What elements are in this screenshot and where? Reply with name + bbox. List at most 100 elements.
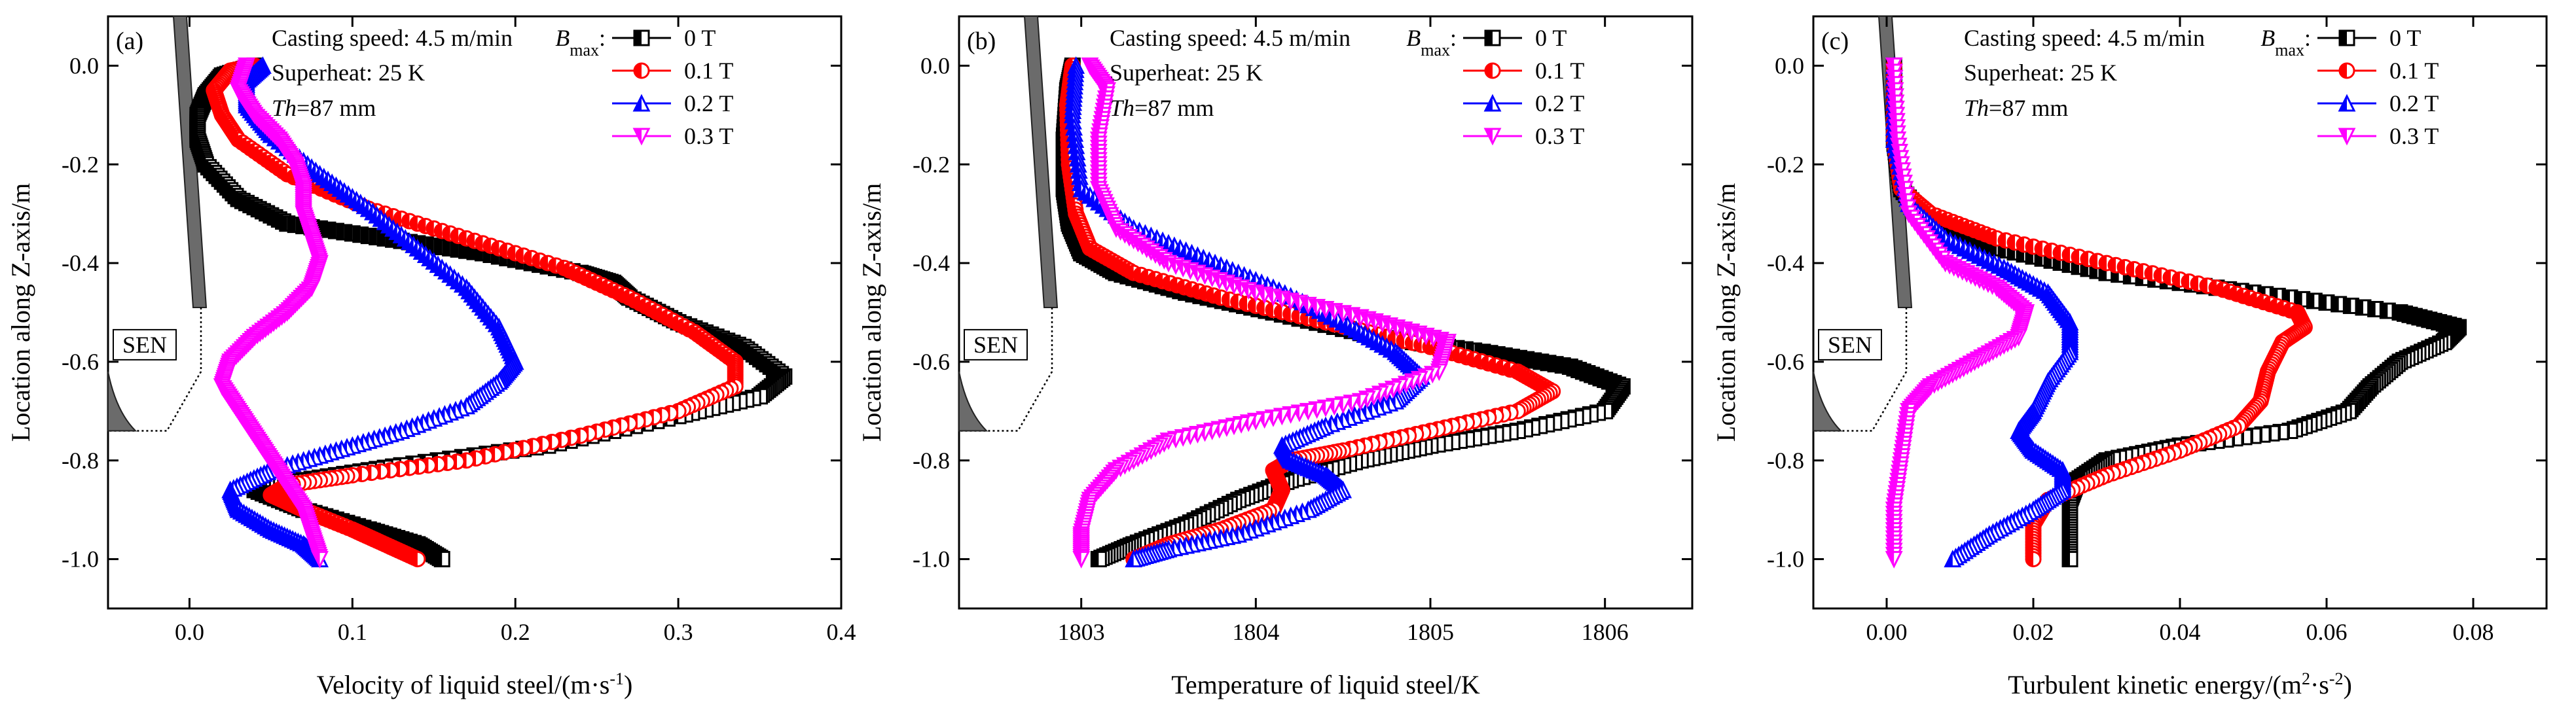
legend-label: 0 T	[684, 25, 716, 51]
annotation-thickness-symbol: Th	[1964, 95, 1989, 121]
y-tick-label: 0.0	[1775, 52, 1804, 79]
data-point-fill	[2331, 296, 2339, 311]
y-axis-label: Location along Z-axis/m	[1711, 183, 1741, 442]
data-point-fill	[325, 175, 333, 190]
data-point-fill	[402, 213, 410, 228]
x-tick-label: 1803	[1058, 619, 1105, 645]
data-point-fill	[2368, 302, 2376, 317]
data-point-fill	[459, 231, 467, 246]
data-point-fill	[516, 248, 524, 263]
x-tick-label: 0.00	[1866, 619, 1908, 645]
x-tick-label: 0.4	[827, 619, 856, 645]
y-tick-label: -0.8	[62, 448, 99, 474]
data-point-fill	[308, 164, 316, 179]
series-group	[1885, 56, 2467, 569]
data-point-fill	[394, 211, 401, 226]
data-point-fill	[541, 256, 548, 271]
panel-label: (c)	[1821, 27, 1849, 55]
x-tick-label: 0.1	[338, 619, 367, 645]
data-point-fill	[492, 241, 499, 256]
legend-title-suffix: :	[1450, 25, 1457, 51]
x-tick-label: 0.3	[664, 619, 693, 645]
x-axis-label-sup2: -2	[2329, 669, 2344, 688]
x-axis-label-end: )	[2344, 670, 2352, 699]
x-axis-label: Turbulent kinetic energy/(m2·s-2)	[2008, 669, 2352, 700]
data-point-fill	[369, 230, 377, 245]
legend: Bmax: 0 T0.1 T0.2 T0.3 T	[555, 25, 733, 149]
data-point-fill	[725, 336, 733, 351]
data-point-fill	[499, 243, 507, 258]
data-point-fill	[378, 231, 386, 246]
data-point-fill	[361, 228, 369, 243]
data-point-fill	[1548, 357, 1556, 372]
legend-label: 0.2 T	[1535, 90, 1584, 116]
series-0p1T	[1885, 57, 2313, 568]
data-point-fill	[349, 192, 357, 207]
x-tick-label: 1806	[1582, 619, 1629, 645]
legend-label: 0.1 T	[684, 58, 733, 84]
data-point-fill	[443, 241, 450, 256]
sen-label: SEN	[122, 332, 167, 358]
y-tick-label: -0.4	[1767, 250, 1804, 276]
data-point-fill	[467, 234, 475, 249]
legend-label: 0.2 T	[684, 90, 733, 116]
y-tick-label: -0.4	[913, 250, 950, 276]
legend-label: 0.1 T	[1535, 58, 1584, 84]
legend-title-main: B	[1406, 25, 1421, 51]
legend-title-suffix: :	[599, 25, 606, 51]
legend-title: Bmax:	[1406, 25, 1457, 60]
data-point-fill	[549, 258, 556, 273]
data-point-fill	[2063, 552, 2070, 567]
data-point-fill	[443, 226, 450, 241]
data-point-fill	[1533, 354, 1541, 369]
data-point-fill	[353, 227, 361, 242]
data-point-fill	[386, 221, 393, 236]
data-point-fill	[369, 208, 377, 223]
x-tick-label: 0.08	[2453, 619, 2494, 645]
legend-marker-fill	[634, 31, 642, 45]
y-tick-label: 0.0	[920, 52, 950, 79]
y-tick-label: -1.0	[913, 546, 950, 572]
series-0p1T	[206, 57, 744, 568]
legend-title-sub: max	[1421, 41, 1450, 60]
y-tick-label: -0.2	[1767, 151, 1804, 177]
series-0p2T	[1885, 56, 2079, 568]
data-point-fill	[410, 216, 418, 231]
data-point-fill	[390, 224, 397, 239]
series-0T	[1885, 57, 2467, 568]
x-axis-label: Temperature of liquid steel/K	[1171, 670, 1480, 699]
data-point-fill	[483, 238, 491, 253]
data-point-fill	[499, 251, 507, 266]
y-tick-label: -0.8	[913, 448, 950, 474]
data-point-fill	[333, 181, 340, 196]
data-point-fill	[532, 253, 540, 268]
annotation-thickness-value: =87 mm	[1989, 95, 2068, 121]
x-tick-label: 0.02	[2013, 619, 2054, 645]
annotation-thickness-symbol: Th	[272, 95, 297, 121]
sen-port	[958, 371, 989, 432]
y-tick-label: -0.2	[913, 151, 950, 177]
y-tick-label: -1.0	[62, 546, 99, 572]
plot-frame	[107, 15, 843, 610]
data-point-fill	[467, 245, 475, 260]
sen-label: SEN	[973, 332, 1018, 358]
data-point-fill	[312, 167, 320, 182]
data-point-fill	[287, 169, 295, 185]
data-point-fill	[329, 224, 336, 239]
sen-port	[107, 371, 137, 432]
x-axis-label-main: Velocity of liquid steel/(m·s	[317, 670, 610, 699]
y-tick-label: -0.4	[62, 250, 99, 276]
y-tick-label: 0.0	[69, 52, 99, 79]
data-point-fill	[296, 219, 304, 234]
data-point-fill	[418, 219, 426, 234]
sen-label: SEN	[1828, 332, 1872, 358]
data-point-fill	[719, 333, 727, 348]
sen-label-box	[113, 328, 177, 360]
data-point-fill	[2356, 300, 2363, 315]
x-axis-label-end: )	[624, 670, 632, 699]
x-tick-label: 0.2	[501, 619, 530, 645]
annotation-thickness-value: =87 mm	[1134, 95, 1214, 121]
data-point-fill	[451, 242, 459, 257]
